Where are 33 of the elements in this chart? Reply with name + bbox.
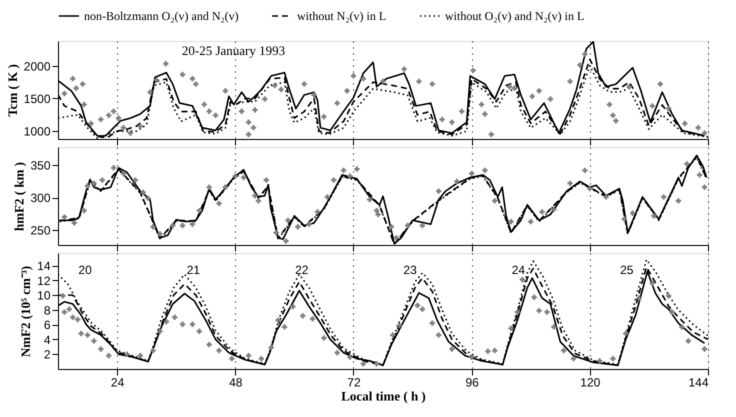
y-axis-title: Tcm ( K ) bbox=[4, 64, 20, 117]
chart-title: 20-25 January 1993 bbox=[182, 43, 286, 58]
y-tick-label: 1500 bbox=[24, 92, 51, 106]
y-tick-label: 1000 bbox=[24, 124, 51, 139]
annotation: 21 bbox=[186, 263, 200, 277]
annotation: 23 bbox=[403, 263, 418, 277]
y-tick-label: 4 bbox=[44, 332, 51, 347]
annotation: 25 bbox=[620, 263, 634, 277]
y-tick-label: 12 bbox=[37, 274, 51, 288]
x-tick-label: 48 bbox=[229, 376, 243, 390]
annotation: 24 bbox=[512, 263, 526, 277]
y-tick-label: 6 bbox=[44, 318, 51, 332]
x-tick-label: 144 bbox=[688, 376, 709, 390]
legend-label: non-Boltzmann O₂(v) and N₂(v) bbox=[84, 9, 239, 23]
x-axis-title: Local time ( h ) bbox=[341, 388, 426, 404]
y-axis-title: NmF2 (10⁵ cm⁻³) bbox=[18, 266, 34, 358]
y-tick-label: 350 bbox=[30, 158, 51, 173]
y-tick-label: 10 bbox=[37, 288, 51, 303]
y-tick-label: 14 bbox=[37, 259, 51, 274]
y-tick-label: 250 bbox=[30, 224, 51, 238]
annotation: 22 bbox=[295, 263, 309, 277]
legend-label: without O₂(v) and N₂(v) in L bbox=[445, 9, 584, 23]
annotation: 20 bbox=[78, 263, 92, 277]
y-axis-title: hmF2 ( km ) bbox=[11, 162, 26, 231]
x-tick-label: 96 bbox=[465, 376, 480, 390]
y-tick-label: 2000 bbox=[24, 59, 51, 74]
y-tick-label: 8 bbox=[44, 303, 51, 318]
y-tick-label: 300 bbox=[30, 191, 51, 206]
x-tick-label: 120 bbox=[580, 376, 601, 390]
x-tick-label: 72 bbox=[347, 376, 361, 390]
x-tick-label: 24 bbox=[110, 376, 125, 390]
y-tick-label: 2 bbox=[44, 348, 51, 362]
legend-label: without N₂(v) in L bbox=[297, 9, 386, 23]
